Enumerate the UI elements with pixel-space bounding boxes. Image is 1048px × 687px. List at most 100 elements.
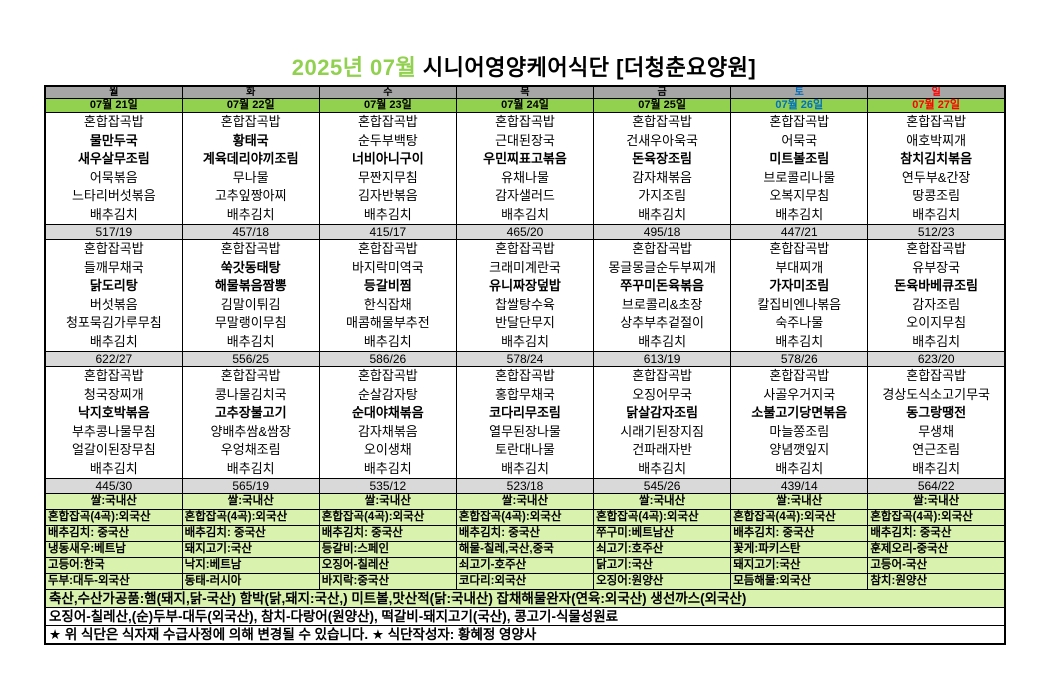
title-month: 2025년 07월 xyxy=(291,55,417,80)
date-cell: 07월 21일 xyxy=(44,98,183,113)
meal-cell: 혼합잡곡밥 홍합무채국 코다리무조림 열무된장나물 토란대나물 배추김치 xyxy=(455,366,595,479)
menu-item: 가지조림 xyxy=(638,188,687,203)
kcal-row: 445/30 565/19 535/12 523/18 545/26 439/14 564/… xyxy=(44,478,1006,494)
origin-cell: 오징어:원양산 xyxy=(593,573,732,590)
menu-item: 들깨무채국 xyxy=(83,259,144,275)
meal-row: 혼합잡곡밥 들깨무채국 닭도리탕 버섯볶음 청포묵김가루무침 배추김치 혼합잡곡밥 쑥갓동태탕… xyxy=(44,239,1006,352)
origin-cell: 배추김치: 중국산 xyxy=(455,525,595,542)
menu-item: 연두부&간장 xyxy=(901,169,971,185)
kcal-value: 512/23 xyxy=(867,224,1006,240)
origin-cell: 쌀:국내산 xyxy=(593,493,732,510)
menu-item: 혼합잡곡밥 xyxy=(357,368,418,383)
origin-cell: 혼합잡곡(4곡):외국산 xyxy=(181,509,320,526)
origin-cell: 쌀:국내산 xyxy=(181,493,320,510)
kcal-value: 623/20 xyxy=(867,351,1006,367)
origin-cell: 쇠고기:호주산 xyxy=(593,541,732,558)
meal-cell: 혼합잡곡밥 근대된장국 우민찌표고볶음 유채나물 감자샐러드 배추김치 xyxy=(455,112,595,225)
kcal-value: 439/14 xyxy=(730,478,869,494)
menu-item: 건파래자반 xyxy=(632,442,693,457)
menu-item: 브로콜리나물 xyxy=(763,169,836,185)
meal-cell: 혼합잡곡밥 순살감자탕 순대야채볶음 감자채볶음 오이생채 배추김치 xyxy=(318,366,457,479)
menu-item: 우민찌표고볶음 xyxy=(483,151,567,166)
meal-cell: 혼합잡곡밥 경상도식소고기무국 동그랑땡전 무생채 연근조림 배추김치 xyxy=(867,366,1006,479)
meal-cell: 혼합잡곡밥 콩나물김치국 고추장불고기 양배추쌈&쌈장 우엉채조림 배추김치 xyxy=(181,366,320,479)
menu-item: 닭도리탕 xyxy=(89,278,138,293)
meal-cell: 혼합잡곡밥 들깨무채국 닭도리탕 버섯볶음 청포묵김가루무침 배추김치 xyxy=(44,239,183,352)
menu-item: 배추김치 xyxy=(912,333,961,349)
origin-cell: 쌀:국내산 xyxy=(730,493,869,510)
menu-item: 순두부백탕 xyxy=(357,132,418,148)
menu-item: 혼합잡곡밥 xyxy=(632,114,693,129)
menu-item: 돈육장조림 xyxy=(632,151,693,166)
meal-cell: 혼합잡곡밥 유부장국 돈육바베큐조림 감자조림 오이지무침 배추김치 xyxy=(867,239,1006,352)
kcal-value: 415/17 xyxy=(318,224,457,240)
menu-item: 배추김치 xyxy=(912,460,961,476)
menu-item: 무생채 xyxy=(918,423,955,439)
origin-cell: 쌀:국내산 xyxy=(455,493,595,510)
menu-item: 가자미조림 xyxy=(769,278,830,293)
meal-cell: 혼합잡곡밥 애호박찌개 참치김치볶음 연두부&간장 땅콩조림 배추김치 xyxy=(867,112,1006,225)
menu-table: 월 화 수 목 금 토 일 07월 21일 07월 22일 07월 23일 07월 24일 07월 2… xyxy=(44,85,1006,645)
kcal-value: 613/19 xyxy=(593,351,732,367)
kcal-value: 465/20 xyxy=(455,224,595,240)
menu-item: 혼합잡곡밥 xyxy=(357,114,418,129)
origin-cell: 바지락:중국산 xyxy=(318,573,457,590)
date-cell: 07월 22일 xyxy=(181,98,320,113)
kcal-value: 545/26 xyxy=(593,478,732,494)
date-cell: 07월 23일 xyxy=(318,98,457,113)
menu-item: 사골우거지국 xyxy=(763,386,836,402)
menu-item: 토란대나물 xyxy=(495,442,555,457)
menu-item: 배추김치 xyxy=(501,460,549,476)
menu-item: 숙주나물 xyxy=(775,315,824,330)
kcal-value: 564/22 xyxy=(867,478,1006,494)
menu-item: 청국장찌개 xyxy=(83,386,144,402)
kcal-value: 523/18 xyxy=(455,478,595,494)
menu-item: 참치김치볶음 xyxy=(900,151,973,166)
day-name: 수 xyxy=(318,85,457,99)
menu-item: 경상도식소고기무국 xyxy=(882,386,990,402)
menu-item: 배추김치 xyxy=(89,206,138,222)
menu-item: 양념깻잎지 xyxy=(769,442,830,457)
menu-item: 어묵볶음 xyxy=(89,169,138,185)
day-name: 금 xyxy=(593,85,732,99)
menu-item: 동그랑땡전 xyxy=(906,405,967,420)
menu-item: 유니짜장덮밥 xyxy=(489,278,561,293)
origin-cell: 혼합잡곡(4곡):외국산 xyxy=(44,509,183,526)
menu-item: 너비아니구이 xyxy=(351,151,424,166)
kcal-value: 535/12 xyxy=(318,478,457,494)
menu-item: 배추김치 xyxy=(363,206,412,222)
origin-cell: 등갈비:스페인 xyxy=(318,541,457,558)
meal-cell: 혼합잡곡밥 몽글몽글순두부찌개 쭈꾸미돈육볶음 브로콜리&초장 상추부추겉절이 배추김치 xyxy=(593,239,732,352)
menu-item: 감자채볶음 xyxy=(632,169,693,185)
menu-item: 브로콜리&초장 xyxy=(621,296,703,312)
meal-row: 혼합잡곡밥 청국장찌개 낙지호박볶음 부추콩나물무침 얼갈이된장무침 배추김치 혼합잡곡밥 콩… xyxy=(44,366,1006,479)
footer-note: 축산,수산가공품:햄(돼지,닭-국산) 함박(닭,돼지:국산,) 미트볼,맛산적… xyxy=(44,589,1006,608)
menu-item: 배추김치 xyxy=(501,206,549,222)
menu-item: 감자채볶음 xyxy=(357,423,418,439)
origin-cell: 고등어-국산 xyxy=(867,557,1006,574)
menu-item: 혼합잡곡밥 xyxy=(357,241,418,256)
kcal-value: 556/25 xyxy=(181,351,320,367)
menu-item: 부추콩나물무침 xyxy=(71,423,156,439)
page-title: 2025년 07월 시니어영양케어식단 [더청춘요양원] xyxy=(0,50,1048,82)
origin-cell: 배추김치: 중국산 xyxy=(181,525,320,542)
menu-item: 무말랭이무침 xyxy=(214,315,287,330)
menu-item: 배추김치 xyxy=(226,206,275,222)
kcal-value: 447/21 xyxy=(730,224,869,240)
menu-item: 혼합잡곡밥 xyxy=(769,114,830,129)
menu-item: 청포묵김가루무침 xyxy=(65,315,162,330)
origin-cell: 돼지고기:국산 xyxy=(730,557,869,574)
menu-item: 열무된장나물 xyxy=(489,423,561,439)
menu-item: 어묵국 xyxy=(781,132,818,148)
menu-item: 칼집비엔나볶음 xyxy=(757,296,842,312)
kcal-value: 622/27 xyxy=(44,351,183,367)
menu-item: 배추김치 xyxy=(363,460,412,476)
menu-item: 혼합잡곡밥 xyxy=(220,114,281,129)
menu-item: 콩나물김치국 xyxy=(214,386,287,402)
menu-item: 혼합잡곡밥 xyxy=(632,241,693,256)
origin-cell: 고등어:한국 xyxy=(44,557,183,574)
origin-row: 배추김치: 중국산 배추김치: 중국산 배추김치: 중국산 배추김치: 중국산 쭈구미:… xyxy=(44,525,1006,542)
menu-item: 부대찌개 xyxy=(775,259,824,275)
menu-item: 닭살감자조림 xyxy=(626,405,699,420)
